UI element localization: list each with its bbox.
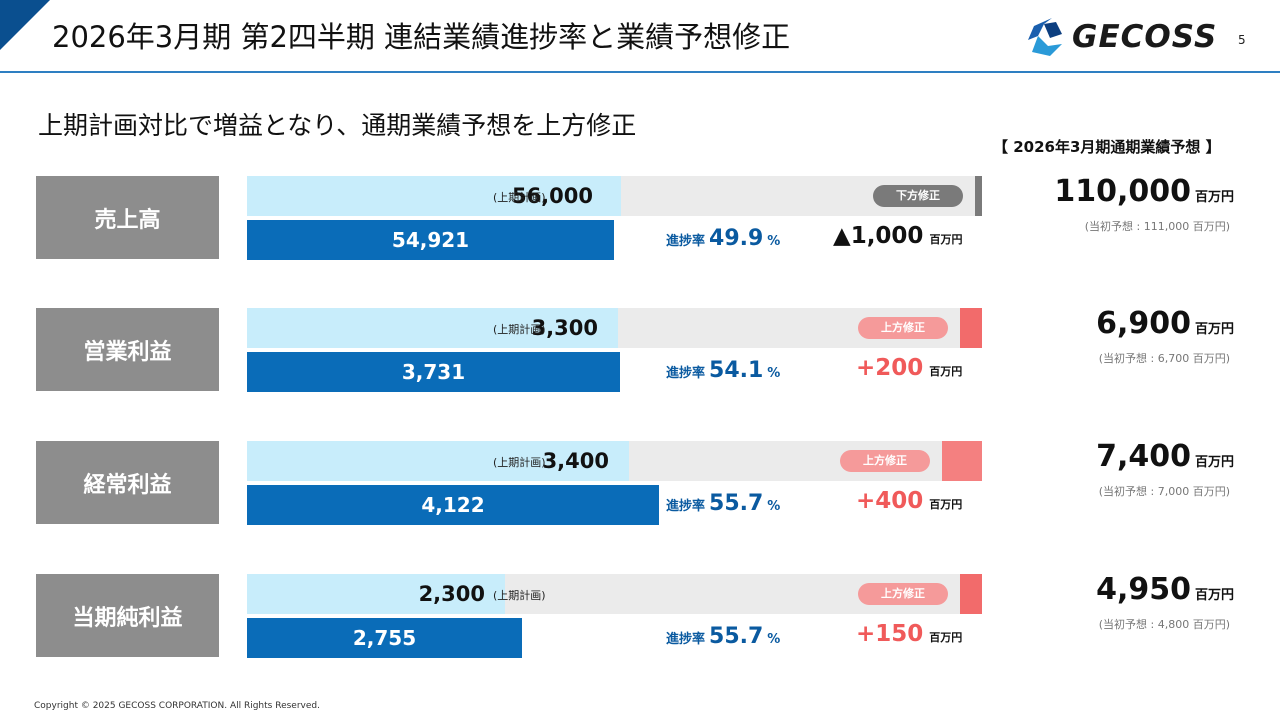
plan-tag: (上期計画) xyxy=(493,589,546,602)
metric-label: 営業利益 xyxy=(36,308,219,391)
revision-change: +200 百万円 xyxy=(856,355,962,381)
header-divider xyxy=(0,71,1280,73)
revision-marker xyxy=(960,574,982,614)
plan-value: 2,300 xyxy=(418,582,485,606)
actual-bar: 2,755 xyxy=(247,618,522,658)
initial-forecast-note: (当初予想 : 4,800 百万円) xyxy=(1098,618,1230,631)
initial-forecast-note: (当初予想 : 6,700 百万円) xyxy=(1098,352,1230,365)
plan-track: 3,300 (上期計画) 上方修正 xyxy=(247,308,982,348)
progress-value: 54.1 xyxy=(709,358,764,383)
progress-rate: 進捗率 55.7% xyxy=(666,491,780,516)
change-unit: 百万円 xyxy=(929,365,963,378)
progress-value: 49.9 xyxy=(709,226,764,251)
progress-rate: 進捗率 54.1% xyxy=(666,358,780,383)
plan-track: 3,400 (上期計画) 上方修正 xyxy=(247,441,982,481)
plan-tag: (上期計画) xyxy=(493,456,546,469)
plan-bar xyxy=(247,574,505,614)
revision-badge: 上方修正 xyxy=(858,583,948,605)
change-value: +150 xyxy=(856,621,924,647)
plan-bar xyxy=(247,176,621,216)
revision-change: +150 百万円 xyxy=(856,621,962,647)
revision-badge: 上方修正 xyxy=(840,450,930,472)
progress-label: 進捗率 xyxy=(666,632,706,647)
revision-marker xyxy=(960,308,982,348)
forecast-number: 7,400 xyxy=(1096,439,1191,474)
forecast-unit: 百万円 xyxy=(1194,588,1234,603)
plan-value: 3,300 xyxy=(531,316,598,340)
copyright: Copyright © 2025 GECOSS CORPORATION. All… xyxy=(34,701,320,711)
progress-value: 55.7 xyxy=(709,491,764,516)
progress-rate: 進捗率 49.9% xyxy=(666,226,780,251)
revision-badge: 下方修正 xyxy=(873,185,963,207)
progress-unit: % xyxy=(767,632,781,647)
slide-subtitle: 上期計画対比で増益となり、通期業績予想を上方修正 xyxy=(38,111,637,140)
plan-track: 2,300 (上期計画) 上方修正 xyxy=(247,574,982,614)
forecast-number: 110,000 xyxy=(1054,174,1191,209)
plan-track: 56,000 (上期計画) 下方修正 xyxy=(247,176,982,216)
metric-label: 経常利益 xyxy=(36,441,219,524)
company-logo: GECOSS xyxy=(1022,14,1217,60)
page-title: 2026年3月期 第2四半期 連結業績進捗率と業績予想修正 xyxy=(52,20,791,54)
forecast-value: 6,900 百万円 xyxy=(1096,306,1234,341)
page-number: 5 xyxy=(1238,33,1246,47)
change-unit: 百万円 xyxy=(929,631,963,644)
progress-rate: 進捗率 55.7% xyxy=(666,624,780,649)
change-value: +400 xyxy=(856,488,924,514)
initial-forecast-note: (当初予想 : 111,000 百万円) xyxy=(1084,220,1230,233)
progress-label: 進捗率 xyxy=(666,499,706,514)
progress-unit: % xyxy=(767,366,781,381)
progress-value: 55.7 xyxy=(709,624,764,649)
forecast-unit: 百万円 xyxy=(1194,455,1234,470)
progress-label: 進捗率 xyxy=(666,234,706,249)
plan-value: 3,400 xyxy=(542,449,609,473)
forecast-heading: 【 2026年3月期通期業績予想 】 xyxy=(993,138,1221,156)
plan-value: 56,000 xyxy=(511,184,593,208)
revision-badge: 上方修正 xyxy=(858,317,948,339)
forecast-value: 4,950 百万円 xyxy=(1096,572,1234,607)
revision-marker xyxy=(942,441,982,481)
progress-label: 進捗率 xyxy=(666,366,706,381)
plan-bar xyxy=(247,308,618,348)
initial-forecast-note: (当初予想 : 7,000 百万円) xyxy=(1098,485,1230,498)
change-value: +200 xyxy=(856,355,924,381)
plan-bar xyxy=(247,441,629,481)
actual-bar: 3,731 xyxy=(247,352,620,392)
change-unit: 百万円 xyxy=(929,233,963,246)
revision-marker xyxy=(975,176,982,216)
revision-change: +400 百万円 xyxy=(856,488,962,514)
progress-unit: % xyxy=(767,234,781,249)
change-value: ▲1,000 xyxy=(833,223,924,249)
corner-accent xyxy=(0,0,50,50)
change-unit: 百万円 xyxy=(929,498,963,511)
forecast-number: 6,900 xyxy=(1096,306,1191,341)
metric-label: 売上高 xyxy=(36,176,219,259)
progress-unit: % xyxy=(767,499,781,514)
forecast-unit: 百万円 xyxy=(1194,322,1234,337)
forecast-value: 110,000 百万円 xyxy=(1054,174,1234,209)
revision-change: ▲1,000 百万円 xyxy=(833,223,962,249)
logo-text: GECOSS xyxy=(1072,19,1218,55)
metric-label: 当期純利益 xyxy=(36,574,219,657)
forecast-value: 7,400 百万円 xyxy=(1096,439,1234,474)
plan-tag: (上期計画) xyxy=(493,191,546,204)
actual-bar: 4,122 xyxy=(247,485,659,525)
actual-bar: 54,921 xyxy=(247,220,614,260)
forecast-number: 4,950 xyxy=(1096,572,1191,607)
forecast-unit: 百万円 xyxy=(1194,190,1234,205)
gecoss-logo-icon xyxy=(1028,18,1062,56)
plan-tag: (上期計画) xyxy=(493,323,546,336)
